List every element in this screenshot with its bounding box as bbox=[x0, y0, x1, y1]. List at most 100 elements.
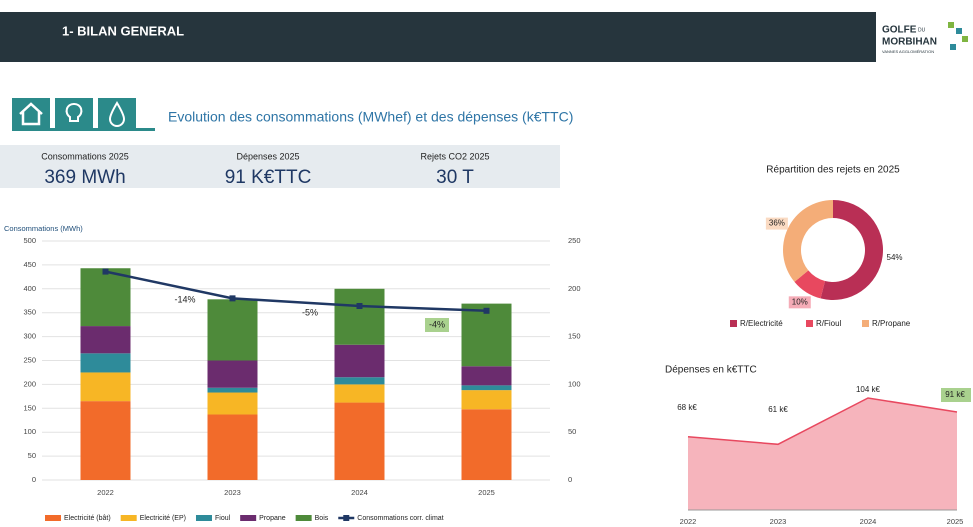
label-bg bbox=[788, 296, 811, 309]
kpi-label: Rejets CO2 2025 bbox=[420, 151, 489, 161]
y2-tick-label: 200 bbox=[568, 284, 581, 293]
donut-slice bbox=[794, 270, 826, 299]
legend-swatch bbox=[862, 320, 869, 327]
x-tick-label: 2023 bbox=[770, 517, 787, 526]
data-label: 68 k€ bbox=[677, 403, 697, 412]
y2-tick-label: 50 bbox=[568, 427, 576, 436]
logo-dot bbox=[956, 28, 962, 34]
legend-label: Consommations corr. climat bbox=[357, 515, 443, 522]
bar-segment bbox=[334, 288, 385, 345]
annotation-highlight bbox=[425, 318, 449, 332]
bar-segment bbox=[80, 353, 131, 373]
legend-label: Propane bbox=[259, 515, 286, 522]
y-tick-label: 250 bbox=[23, 355, 36, 364]
logo-dot bbox=[962, 36, 968, 42]
bar-segment bbox=[461, 390, 512, 410]
y-tick-label: 150 bbox=[23, 403, 36, 412]
legend-label: Bois bbox=[315, 515, 329, 522]
bar-segment bbox=[207, 414, 258, 480]
logo-dot bbox=[948, 22, 954, 28]
kpi-band bbox=[0, 145, 560, 188]
label-highlight bbox=[941, 388, 971, 402]
legend-label: R/Propane bbox=[872, 319, 911, 328]
line bbox=[105, 270, 487, 313]
icon-underline bbox=[12, 128, 155, 131]
logo: GOLFE DU MORBIHAN VANNES AGGLOMÉRATION bbox=[882, 22, 968, 54]
bar-segment bbox=[80, 401, 131, 480]
y-tick-label: 50 bbox=[28, 451, 36, 460]
data-label: 54% bbox=[887, 253, 903, 262]
bar-segment bbox=[80, 372, 131, 402]
bar-segment bbox=[80, 326, 131, 354]
legend-swatch bbox=[730, 320, 737, 327]
line-marker bbox=[102, 268, 109, 275]
y-tick-label: 0 bbox=[32, 475, 36, 484]
kpi-value: 30 T bbox=[436, 167, 474, 188]
legend-label: R/Electricité bbox=[740, 319, 783, 328]
logo-text: DU bbox=[918, 27, 926, 33]
kpi-label: Dépenses 2025 bbox=[236, 151, 299, 161]
kpi-value: 91 K€TTC bbox=[225, 167, 312, 188]
bar-segment bbox=[207, 299, 258, 361]
bulb-icon bbox=[65, 103, 83, 122]
data-label: 10% bbox=[792, 297, 808, 306]
bar-segment bbox=[461, 303, 512, 367]
legend-swatch bbox=[240, 515, 257, 521]
legend-label: Electricité (EP) bbox=[140, 515, 186, 522]
donut-slice bbox=[783, 200, 833, 282]
bar-segment bbox=[461, 409, 512, 480]
line-marker bbox=[356, 303, 363, 310]
legend-swatch bbox=[295, 515, 312, 521]
x-tick-label: 2025 bbox=[478, 488, 495, 497]
y-tick-label: 300 bbox=[23, 332, 36, 341]
y2-tick-label: 150 bbox=[568, 332, 581, 341]
y-tick-label: 350 bbox=[23, 308, 36, 317]
y-tick-label: 500 bbox=[23, 236, 36, 245]
bar-segment bbox=[334, 344, 385, 378]
y-tick-label: 100 bbox=[23, 427, 36, 436]
y-tick-label: 200 bbox=[23, 379, 36, 388]
bar-segment bbox=[334, 377, 385, 385]
bar-segment bbox=[207, 387, 258, 393]
x-tick-label: 2024 bbox=[351, 488, 368, 497]
data-label: 91 k€ bbox=[945, 390, 965, 399]
kpi-value: 369 MWh bbox=[44, 167, 125, 188]
area bbox=[688, 398, 957, 510]
bar-segment bbox=[461, 366, 512, 386]
y-tick-label: 400 bbox=[23, 284, 36, 293]
bar-segment bbox=[207, 360, 258, 388]
annotation: -4% bbox=[429, 319, 445, 329]
y-axis-label: Consommations (MWh) bbox=[4, 224, 83, 233]
annotation: -14% bbox=[174, 294, 195, 304]
legend-swatch bbox=[45, 515, 61, 521]
legend-swatch bbox=[195, 515, 212, 521]
y2-tick-label: 250 bbox=[568, 236, 581, 245]
kpi-label: Consommations 2025 bbox=[41, 151, 129, 161]
legend-label: Fioul bbox=[215, 515, 231, 522]
bar-segment bbox=[334, 402, 385, 480]
data-label: 104 k€ bbox=[856, 385, 881, 394]
donut-slice bbox=[820, 199, 884, 301]
line-marker bbox=[229, 295, 236, 302]
bar-segment bbox=[80, 268, 131, 327]
legend-label: R/Fioul bbox=[816, 319, 842, 328]
legend-label: Electricité (bât) bbox=[64, 515, 111, 522]
logo-dot bbox=[950, 44, 956, 50]
section-icons bbox=[12, 98, 155, 131]
chart-title: Dépenses en k€TTC bbox=[665, 365, 757, 376]
section-title: Evolution des consommations (MWhef) et d… bbox=[168, 109, 573, 125]
logo-text: MORBIHAN bbox=[882, 37, 937, 48]
line-marker bbox=[483, 307, 490, 314]
bar-segment bbox=[461, 385, 512, 391]
legend-swatch bbox=[120, 515, 137, 521]
x-tick-label: 2023 bbox=[224, 488, 241, 497]
header-title: 1- BILAN GENERAL bbox=[62, 23, 184, 38]
x-tick-label: 2024 bbox=[860, 517, 877, 526]
data-label: 36% bbox=[769, 219, 785, 228]
header-band bbox=[0, 12, 876, 62]
bar-segment bbox=[207, 392, 258, 415]
area-line bbox=[687, 397, 958, 446]
x-tick-label: 2022 bbox=[680, 517, 697, 526]
